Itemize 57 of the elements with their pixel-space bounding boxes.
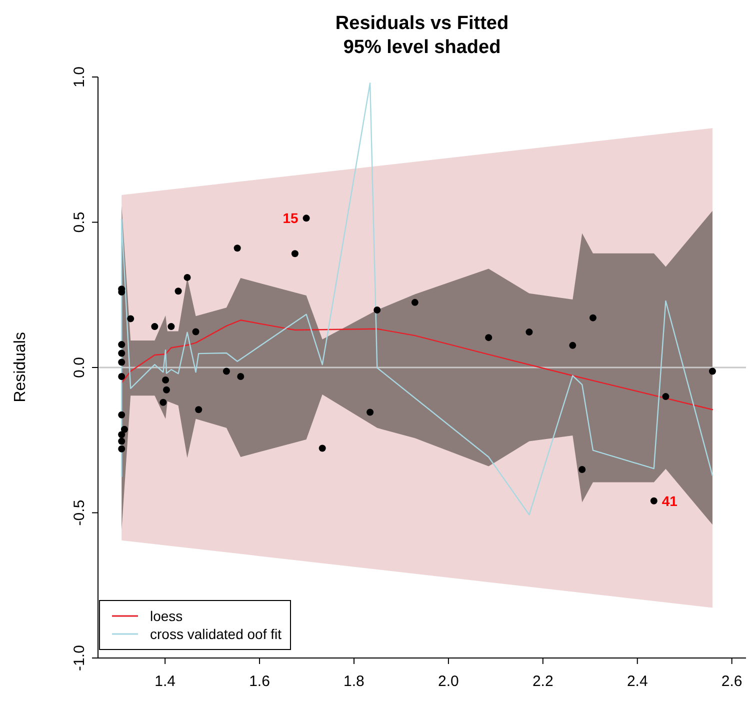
point [162, 376, 170, 384]
point [578, 466, 586, 473]
point [291, 250, 298, 258]
annotation: 15 [282, 210, 298, 226]
chart-subtitle: 95% level shaded [342, 36, 502, 60]
point [318, 444, 326, 452]
point [195, 406, 202, 414]
point [118, 431, 126, 438]
point [234, 244, 241, 252]
point [374, 306, 381, 314]
point [127, 315, 134, 322]
point [569, 342, 576, 349]
point [237, 373, 244, 380]
point [120, 426, 128, 433]
x-tick-label: 2.4 [626, 673, 648, 690]
point [485, 334, 492, 342]
x-tick-label: 1.8 [344, 673, 364, 690]
point [411, 298, 418, 306]
x-tick-label: 1.6 [249, 673, 270, 690]
point [118, 438, 126, 445]
point [118, 341, 126, 348]
point [650, 497, 658, 504]
x-tick-label: 2.0 [438, 673, 459, 690]
point [589, 314, 596, 322]
point [174, 288, 182, 295]
point [168, 323, 175, 330]
point [162, 386, 170, 394]
point [118, 358, 126, 366]
x-tick-label: 2.6 [721, 673, 742, 690]
point [160, 398, 167, 406]
point [662, 393, 670, 400]
point [526, 328, 533, 336]
legend-label: loess [150, 607, 183, 625]
point [118, 373, 126, 380]
chart-title: Residuals vs Fitted [334, 12, 510, 36]
y-tick-label: 0.0 [71, 357, 88, 378]
point [708, 368, 716, 375]
x-tick-label: 1.4 [154, 673, 176, 690]
point [302, 214, 310, 222]
y-axis-title: Residuals [12, 332, 30, 403]
point [118, 411, 126, 418]
line-series [121, 82, 714, 516]
point [192, 328, 200, 336]
annotation: 41 [662, 492, 678, 509]
line-series [121, 320, 714, 410]
point [222, 368, 230, 375]
point [184, 274, 191, 281]
point [151, 323, 158, 330]
y-tick-label: 1.0 [71, 66, 88, 88]
y-tick-label: 0.5 [71, 212, 88, 233]
legend-label: cross validated oof fit [150, 625, 282, 643]
x-tick-label: 2.2 [532, 673, 554, 690]
point [118, 445, 126, 452]
point [366, 408, 374, 416]
point [118, 350, 126, 357]
y-tick-label: -1.0 [71, 645, 88, 671]
y-tick-label: -0.5 [71, 500, 88, 526]
